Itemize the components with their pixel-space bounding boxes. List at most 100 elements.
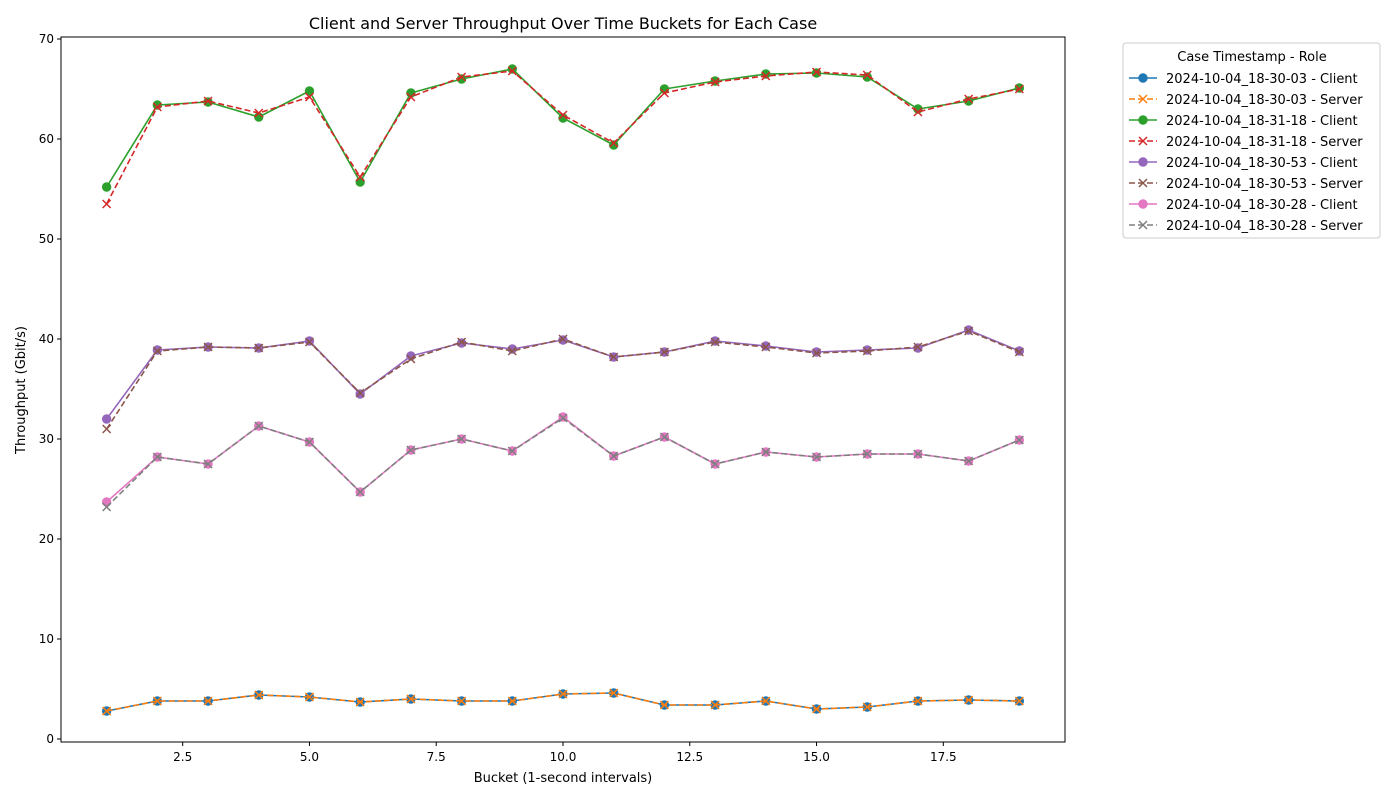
data-point	[507, 346, 517, 356]
series-4	[102, 66, 1024, 209]
series-line	[105, 70, 1020, 205]
data-point	[102, 199, 112, 209]
data-point	[913, 342, 923, 352]
data-point	[659, 432, 669, 442]
data-point	[1014, 84, 1024, 94]
y-tick-label: 30	[39, 432, 54, 446]
data-point	[558, 413, 568, 423]
data-point	[203, 696, 213, 706]
data-point	[812, 452, 822, 462]
y-tick-label: 60	[39, 132, 54, 146]
data-point	[203, 342, 213, 352]
data-point	[862, 702, 872, 712]
data-point	[355, 697, 365, 707]
data-point	[964, 456, 974, 466]
data-point	[355, 487, 365, 497]
data-point	[304, 92, 314, 102]
data-point	[101, 414, 112, 424]
data-point	[406, 694, 416, 704]
x-tick-label: 10.0	[550, 750, 577, 764]
data-point	[862, 449, 872, 459]
data-point	[609, 140, 619, 150]
data-point	[203, 459, 213, 469]
series-2	[102, 688, 1024, 716]
data-point	[304, 437, 314, 447]
data-point	[761, 71, 771, 81]
x-tick-label: 12.5	[676, 750, 703, 764]
data-point	[102, 424, 112, 434]
data-point	[406, 92, 416, 102]
data-point	[659, 347, 669, 357]
series-8	[102, 413, 1024, 512]
data-point	[609, 451, 619, 461]
data-point	[254, 421, 264, 431]
series-5	[101, 325, 1025, 424]
legend-label: 2024-10-04_18-30-53 - Client	[1166, 156, 1358, 171]
data-point	[406, 354, 416, 364]
series-line	[106, 416, 1020, 503]
data-point	[102, 502, 112, 512]
data-point	[355, 388, 365, 398]
y-tick-label: 0	[46, 732, 54, 746]
data-point	[304, 337, 314, 347]
data-point	[355, 172, 365, 182]
legend-item: 2024-10-04_18-30-03 - Server	[1129, 93, 1363, 108]
data-point	[304, 692, 314, 702]
legend-marker	[1138, 94, 1148, 104]
legend-item: 2024-10-04_18-30-53 - Client	[1129, 156, 1358, 171]
legend-items: 2024-10-04_18-30-03 - Client 2024-10-04_1…	[1129, 72, 1363, 234]
data-point	[812, 348, 822, 358]
data-point	[812, 67, 822, 77]
legend-title: Case Timestamp - Role	[1177, 50, 1326, 65]
data-point	[659, 700, 669, 710]
series-3	[101, 64, 1025, 192]
data-point	[457, 337, 467, 347]
y-axis: 0 10 20 30 40 50 60 70	[39, 32, 61, 746]
y-tick-label: 20	[39, 532, 54, 546]
data-point	[964, 326, 974, 336]
legend-item: 2024-10-04_18-31-18 - Client	[1129, 114, 1358, 129]
data-point	[457, 434, 467, 444]
legend-label: 2024-10-04_18-30-03 - Client	[1166, 72, 1358, 87]
chart-title: Client and Server Throughput Over Time B…	[309, 14, 817, 33]
data-point	[964, 94, 974, 104]
x-tick-label: 5.0	[300, 750, 319, 764]
data-point	[710, 700, 720, 710]
legend-label: 2024-10-04_18-30-28 - Client	[1166, 198, 1358, 213]
data-point	[913, 696, 923, 706]
y-tick-label: 40	[39, 332, 54, 346]
data-point	[710, 77, 720, 87]
y-tick-label: 10	[39, 632, 54, 646]
data-point	[761, 447, 771, 457]
series-layer	[101, 64, 1025, 716]
data-point	[1014, 435, 1024, 445]
legend-marker	[1138, 73, 1148, 83]
x-tick-label: 2.5	[173, 750, 192, 764]
plot-frame	[60, 36, 1066, 743]
data-point	[1014, 347, 1024, 357]
y-tick-label: 50	[39, 232, 54, 246]
legend-label: 2024-10-04_18-30-28 - Server	[1166, 219, 1363, 234]
data-point	[507, 66, 517, 76]
data-point	[761, 696, 771, 706]
data-point	[152, 452, 162, 462]
data-point	[761, 342, 771, 352]
legend-label: 2024-10-04_18-30-03 - Server	[1166, 93, 1363, 108]
data-point	[862, 346, 872, 356]
legend-item: 2024-10-04_18-30-53 - Server	[1129, 177, 1363, 192]
x-tick-label: 15.0	[803, 750, 830, 764]
data-point	[457, 696, 467, 706]
legend-marker	[1138, 115, 1148, 125]
data-point	[457, 72, 467, 82]
legend-marker	[1138, 157, 1148, 167]
series-line	[105, 68, 1020, 188]
data-point	[1014, 696, 1024, 706]
data-point	[102, 706, 112, 716]
y-axis-label: Throughput (Gbit/s)	[14, 326, 29, 455]
data-point	[507, 446, 517, 456]
data-point	[101, 182, 112, 192]
legend-item: 2024-10-04_18-30-28 - Client	[1129, 198, 1358, 213]
data-point	[609, 352, 619, 362]
data-point	[152, 346, 162, 356]
